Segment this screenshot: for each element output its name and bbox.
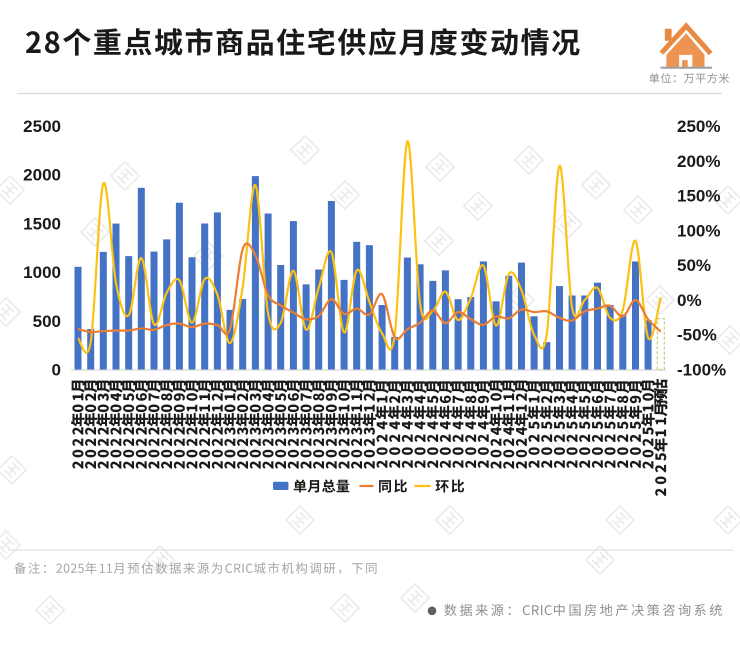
svg-text:-50%: -50%: [677, 326, 717, 345]
svg-text:2000: 2000: [23, 166, 61, 185]
svg-text:150%: 150%: [677, 187, 720, 206]
svg-text:1000: 1000: [23, 263, 61, 282]
svg-text:0%: 0%: [677, 291, 702, 310]
svg-text:250%: 250%: [677, 117, 720, 136]
svg-text:50%: 50%: [677, 256, 711, 275]
svg-text:200%: 200%: [677, 152, 720, 171]
svg-text:0: 0: [52, 361, 61, 380]
svg-text:500: 500: [33, 312, 61, 331]
svg-text:1500: 1500: [23, 214, 61, 233]
svg-text:-100%: -100%: [677, 361, 726, 380]
svg-text:100%: 100%: [677, 221, 720, 240]
svg-text:2500: 2500: [23, 117, 61, 136]
